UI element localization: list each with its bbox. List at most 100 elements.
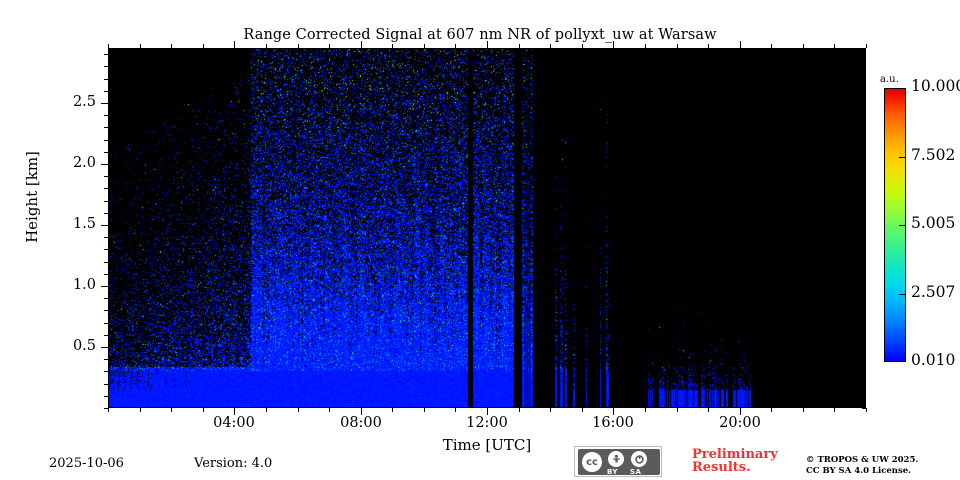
y-tick-25 [101, 103, 108, 104]
y-tick-15 [101, 225, 108, 226]
y-tick-3 [104, 371, 108, 372]
x-tick-label-1: 08:00 [340, 415, 382, 431]
x-tick-top-10 [424, 44, 425, 48]
x-tick-10 [424, 408, 425, 412]
y-tick-5 [101, 347, 108, 348]
y-tick-28 [104, 66, 108, 67]
x-axis-label: Time [UTC] [442, 436, 532, 454]
y-tick-right-22 [862, 140, 866, 141]
y-tick-right-1 [862, 396, 866, 397]
cc-icon: cc [582, 452, 602, 472]
x-tick-7 [329, 408, 330, 412]
footer-date: 2025-10-06 [49, 456, 124, 471]
x-tick-top-1 [140, 44, 141, 48]
heatmap-plot-area[interactable] [108, 48, 866, 408]
y-tick-21 [104, 152, 108, 153]
colorbar[interactable] [884, 88, 906, 362]
page-title: Range Corrected Signal at 607 nm NR of p… [243, 27, 717, 43]
x-tick-12 [487, 408, 488, 415]
y-tick-24 [104, 115, 108, 116]
y-tick-6 [104, 335, 108, 336]
preliminary-line-1: Preliminary [692, 447, 778, 462]
creative-commons-license-icon[interactable]: cc BY SA [574, 446, 662, 477]
x-tick-top-7 [329, 44, 330, 48]
y-tick-right-14 [862, 237, 866, 238]
y-tick-right-25 [859, 103, 866, 104]
copyright-notice: © TROPOS & UW 2025. CC BY SA 4.0 License… [806, 455, 918, 477]
y-tick-label-2: 1.5 [72, 216, 96, 232]
lidar-heatmap-canvas [109, 49, 865, 407]
x-tick-top-21 [771, 44, 772, 48]
y-tick-13 [104, 249, 108, 250]
y-tick-right-12 [862, 262, 866, 263]
x-tick-top-23 [834, 44, 835, 48]
cc-badge-background: cc BY SA [578, 449, 660, 476]
y-tick-22 [104, 140, 108, 141]
cc-by-text: BY [607, 468, 618, 476]
y-tick-4 [104, 359, 108, 360]
y-tick-20 [101, 164, 108, 165]
y-tick-right-16 [862, 213, 866, 214]
y-tick-right-24 [862, 115, 866, 116]
y-tick-right-19 [862, 176, 866, 177]
preliminary-line-2: Results. [692, 460, 751, 475]
y-tick-7 [104, 323, 108, 324]
y-tick-label-3: 2.0 [72, 155, 96, 171]
y-tick-right-3 [862, 371, 866, 372]
x-tick-13 [519, 408, 520, 412]
x-tick-4 [234, 408, 235, 415]
colorbar-unit-label: a.u. [880, 74, 899, 85]
colorbar-label-1: 2.507 [911, 282, 956, 301]
x-tick-top-2 [171, 44, 172, 48]
x-tick-top-20 [740, 41, 741, 48]
x-tick-top-6 [298, 44, 299, 48]
y-tick-right-4 [862, 359, 866, 360]
x-tick-18 [677, 408, 678, 412]
y-tick-right-15 [859, 225, 866, 226]
x-tick-top-0 [108, 44, 109, 48]
x-tick-24 [866, 408, 867, 412]
colorbar-tick-1 [899, 294, 905, 295]
y-tick-label-4: 2.5 [72, 94, 96, 110]
x-tick-15 [582, 408, 583, 412]
y-tick-18 [104, 188, 108, 189]
y-tick-right-13 [862, 249, 866, 250]
x-tick-top-12 [487, 41, 488, 48]
x-tick-label-4: 20:00 [719, 415, 761, 431]
y-tick-right-21 [862, 152, 866, 153]
x-tick-8 [361, 408, 362, 415]
y-tick-12 [104, 262, 108, 263]
x-tick-top-8 [361, 41, 362, 48]
x-tick-9 [392, 408, 393, 412]
x-tick-2 [171, 408, 172, 412]
y-tick-14 [104, 237, 108, 238]
y-tick-27 [104, 79, 108, 80]
copyright-line-1: © TROPOS & UW 2025. [806, 455, 919, 465]
y-tick-right-5 [859, 347, 866, 348]
colorbar-tick-2 [899, 225, 905, 226]
x-tick-top-11 [455, 44, 456, 48]
footer-version: Version: 4.0 [194, 456, 273, 471]
y-tick-label-1: 1.0 [72, 277, 96, 293]
x-tick-6 [298, 408, 299, 412]
x-tick-19 [708, 408, 709, 412]
colorbar-label-3: 7.502 [911, 145, 956, 164]
x-tick-top-19 [708, 44, 709, 48]
x-tick-top-24 [866, 44, 867, 48]
y-tick-right-17 [862, 201, 866, 202]
x-tick-11 [455, 408, 456, 412]
y-tick-right-9 [862, 298, 866, 299]
x-tick-22 [803, 408, 804, 412]
x-tick-23 [834, 408, 835, 412]
y-tick-right-18 [862, 188, 866, 189]
x-tick-top-18 [677, 44, 678, 48]
y-tick-8 [104, 310, 108, 311]
y-tick-right-7 [862, 323, 866, 324]
y-tick-right-11 [862, 274, 866, 275]
share-alike-glyph [634, 454, 644, 464]
x-tick-top-9 [392, 44, 393, 48]
x-tick-top-16 [613, 41, 614, 48]
y-axis-label: Height [km] [23, 151, 41, 243]
y-tick-right-8 [862, 310, 866, 311]
